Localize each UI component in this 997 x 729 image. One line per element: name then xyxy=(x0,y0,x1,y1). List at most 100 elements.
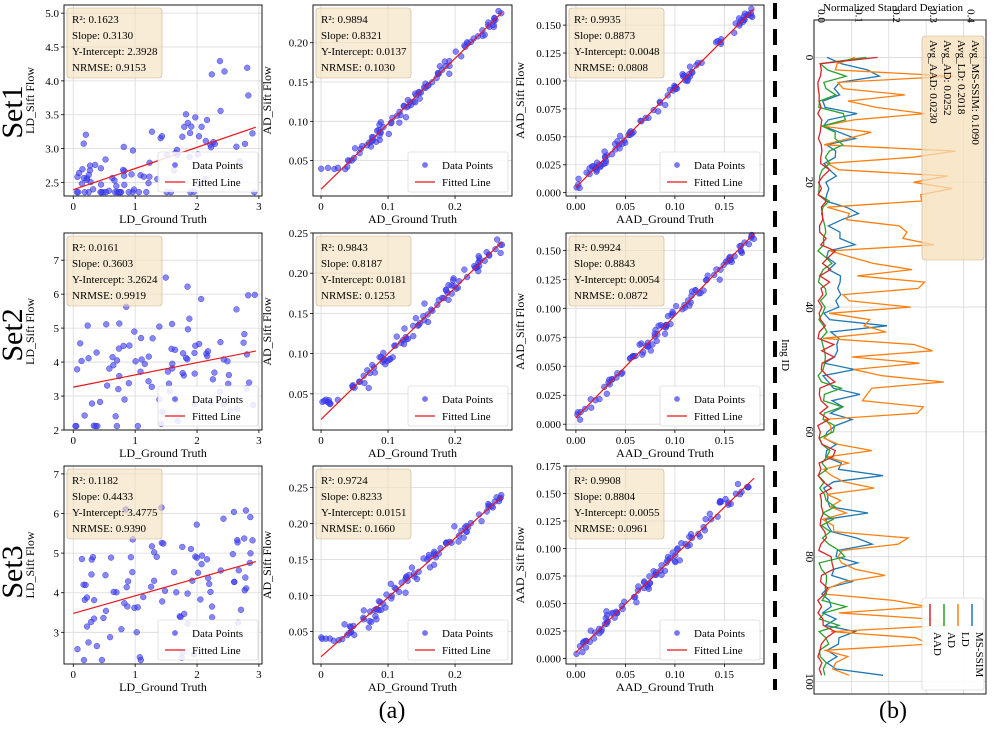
data-point xyxy=(616,145,623,152)
data-point xyxy=(596,396,603,403)
data-point xyxy=(241,535,248,542)
data-point xyxy=(90,186,97,193)
data-point xyxy=(664,313,672,320)
plot-frame xyxy=(312,4,513,197)
scatter-panel-s2-ad: 0 0.1 0.2 0.05 0.10 0.15 0.20 0.25 R²: 0.9843 Slo… xyxy=(260,228,513,460)
stats-r2: R²: 0.9843 xyxy=(321,242,368,254)
x-axis-label: AD_Ground Truth xyxy=(368,212,457,226)
stats-box xyxy=(315,468,412,540)
data-point xyxy=(184,283,191,290)
data-point xyxy=(458,53,465,60)
scatter-panel-s2-aad: 0.00 0.05 0.10 0.15 0.000 0.025 0.050 0.075 0.10… xyxy=(513,231,765,460)
data-point xyxy=(491,14,498,22)
stats-intercept: Y-Intercept: 0.0054 xyxy=(574,274,660,286)
data-point xyxy=(110,588,117,595)
data-point xyxy=(129,569,136,576)
y-tick-label: 0.075 xyxy=(536,332,561,344)
data-point xyxy=(120,172,128,179)
data-point xyxy=(131,328,138,335)
y-tick-label: 0.20 xyxy=(289,38,309,50)
data-point xyxy=(318,165,325,172)
data-point xyxy=(251,291,258,298)
y-tick-label: 0.125 xyxy=(536,516,561,528)
data-point xyxy=(116,320,123,327)
stats-nrmse: NRMSE: 0.1660 xyxy=(321,523,395,535)
data-point xyxy=(113,422,120,430)
data-point xyxy=(249,537,256,544)
data-point xyxy=(198,561,205,568)
data-point xyxy=(385,130,392,138)
data-point xyxy=(633,599,640,606)
plot-frame xyxy=(63,465,263,665)
x-tick-label: 0.00 xyxy=(566,435,586,447)
data-point xyxy=(100,614,107,622)
data-point xyxy=(396,119,403,126)
data-point xyxy=(448,539,455,546)
data-point xyxy=(81,412,88,419)
y-tick-label: 0.20 xyxy=(289,519,309,531)
data-point xyxy=(614,138,621,145)
stats-r2: R²: 0.1182 xyxy=(72,475,118,487)
x-tick-label: 0.2 xyxy=(448,201,462,213)
data-point xyxy=(121,600,128,607)
data-point xyxy=(706,510,713,517)
x-tick-label: 2 xyxy=(194,201,200,213)
x-tick-label: 1 xyxy=(132,201,138,213)
data-point xyxy=(661,330,669,337)
data-point xyxy=(365,624,372,631)
data-point xyxy=(103,321,110,328)
data-point xyxy=(686,63,694,70)
data-point xyxy=(608,151,616,158)
data-point xyxy=(421,300,428,307)
data-point xyxy=(321,397,328,404)
stats-slope: Slope: 0.8233 xyxy=(321,491,383,503)
data-point xyxy=(365,384,372,392)
data-point xyxy=(193,554,200,561)
data-point xyxy=(575,175,582,182)
stats-nrmse: NRMSE: 0.0808 xyxy=(574,62,648,74)
x-tick-label: 0.05 xyxy=(616,201,636,213)
data-point xyxy=(455,538,462,545)
data-point xyxy=(577,416,584,423)
x-tick-label: 2 xyxy=(194,435,200,447)
x-tick-label: 0 xyxy=(318,201,324,213)
data-point xyxy=(351,145,359,152)
stats-intercept: Y-Intercept: 0.0048 xyxy=(574,46,660,58)
y-tick-label: 0.050 xyxy=(536,599,561,611)
x-tick-label: 0.10 xyxy=(665,435,685,447)
x-tick-label: 0.2 xyxy=(448,435,462,447)
data-point xyxy=(491,498,498,505)
data-point xyxy=(748,231,755,239)
stats-slope: Slope: 0.8321 xyxy=(321,30,382,42)
data-point xyxy=(97,181,105,188)
data-point xyxy=(726,256,734,264)
stats-r2: R²: 0.9935 xyxy=(574,14,621,26)
data-point xyxy=(396,588,403,596)
data-point xyxy=(86,162,94,169)
data-point xyxy=(186,315,193,322)
data-point xyxy=(211,369,218,376)
legend-point-marker xyxy=(674,630,680,636)
x-tick-label: 0.1 xyxy=(381,669,395,681)
data-point xyxy=(89,554,97,561)
data-point xyxy=(182,111,190,118)
data-point xyxy=(674,545,681,552)
data-point xyxy=(184,590,191,597)
y-tick-label: 3 xyxy=(54,391,60,403)
x-tick-label: 0.00 xyxy=(566,669,586,681)
data-point xyxy=(102,156,109,163)
fitted-line xyxy=(73,350,256,388)
data-point xyxy=(117,189,124,196)
data-point xyxy=(672,85,679,93)
legend-line-label: Fitted Line xyxy=(442,411,491,423)
x-tick-label: 3 xyxy=(256,201,262,213)
legend-label-ad: AD xyxy=(945,632,957,648)
y-tick-label: 0.075 xyxy=(536,571,561,583)
data-point xyxy=(601,148,608,155)
x-axis-label: LD_Ground Truth xyxy=(119,680,207,694)
stats-slope: Slope: 0.3603 xyxy=(72,258,134,270)
x-axis-label: AAD_Ground Truth xyxy=(616,446,714,460)
data-point xyxy=(714,513,721,520)
x-tick-label: 0.15 xyxy=(715,201,735,213)
